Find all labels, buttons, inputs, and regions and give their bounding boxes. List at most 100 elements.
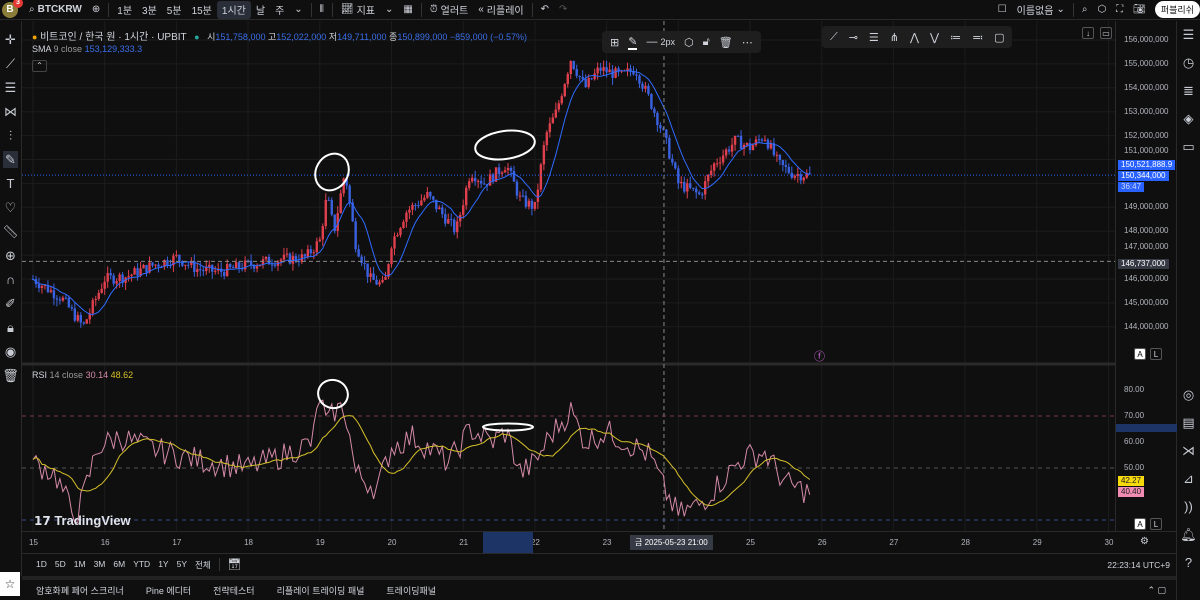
symbol-search[interactable]: ⌕ BTCKRW <box>24 1 87 19</box>
bottom-tab-0[interactable]: 암호화폐 페어 스크리너 <box>36 585 124 596</box>
auto-scale-button[interactable]: A <box>1134 348 1146 360</box>
heart-icon[interactable]: ♡ <box>4 200 17 215</box>
help-icon[interactable]: ? <box>1184 555 1193 570</box>
fib-extension-icon[interactable]: ≕ <box>972 31 984 44</box>
sma-legend[interactable]: SMA 9 close 153,129,333.3 <box>32 44 142 54</box>
fib-retracement-icon[interactable]: ≔ <box>950 31 962 44</box>
lock-drawing-icon[interactable]: ✐ <box>5 296 16 311</box>
replay-button[interactable]: «리플레이 <box>473 1 528 19</box>
xabcd-icon[interactable]: ⋀ <box>910 31 920 44</box>
goto-date-icon[interactable]: 📅︎ <box>218 558 242 571</box>
chart-canvas[interactable] <box>22 21 1176 531</box>
layout-name-dropdown[interactable]: 이름없음 ⌄ <box>1012 1 1070 19</box>
fib-icon[interactable]: ☰ <box>4 80 17 95</box>
settings-button[interactable]: ⬡ <box>1092 1 1111 19</box>
range-7[interactable]: 5Y <box>176 558 187 569</box>
redo-button[interactable]: ↷ <box>554 1 572 19</box>
range-0[interactable]: 1D <box>36 558 47 569</box>
forecast-icon[interactable]: ⫶ <box>8 128 13 143</box>
templates-button[interactable]: ▦ <box>398 1 417 19</box>
indicators-dropdown[interactable]: ⌄ <box>380 1 398 19</box>
pattern-icon[interactable]: ⋈ <box>4 104 17 119</box>
fullscreen-button[interactable]: ⛶ <box>1111 1 1128 19</box>
interval-2[interactable]: 5분 <box>166 6 182 17</box>
interval-1[interactable]: 3분 <box>142 6 157 17</box>
collapse-panel-icon[interactable]: ⌃ ▢ <box>1147 584 1166 595</box>
lock-icon[interactable]: 🔒︎ <box>7 320 14 335</box>
chart-type-button[interactable]: ⫴ <box>315 1 329 19</box>
range-4[interactable]: 6M <box>113 558 126 569</box>
bell-icon[interactable]: 🔔︎ <box>1180 527 1197 542</box>
interval-4[interactable]: 1시간 <box>216 0 251 19</box>
stats-icon[interactable]: ⊿ <box>1183 471 1194 486</box>
publish-button[interactable]: 퍼블리쉬 <box>1154 1 1200 18</box>
magnet-icon[interactable]: ∩ <box>5 272 16 287</box>
log-scale-button[interactable]: L <box>1150 348 1162 360</box>
ideas-icon[interactable]: ⋊ <box>1182 443 1195 458</box>
layout-button[interactable]: ☐ <box>993 1 1012 19</box>
abcd-icon[interactable]: ⋁ <box>930 31 940 44</box>
brush-icon[interactable]: ✎ <box>3 151 18 168</box>
bottom-tab-2[interactable]: 전략테스터 <box>213 585 255 596</box>
object-tree-icon[interactable]: ≣ <box>1183 83 1194 98</box>
target-icon[interactable]: ◎ <box>1182 387 1195 402</box>
rsi-log-scale-button[interactable]: L <box>1150 518 1162 530</box>
parallel-channel-icon[interactable]: ☰ <box>868 31 879 44</box>
bottom-tab-4[interactable]: 트레이딩패널 <box>386 585 437 596</box>
settings-icon[interactable]: ⬡ <box>684 36 694 49</box>
eye-icon[interactable]: ◉ <box>4 344 17 359</box>
range-1[interactable]: 5D <box>54 558 66 569</box>
chart-area[interactable]: ● 비트코인 / 한국 원 · 1시간 · UPBIT ● 시151,758,0… <box>22 21 1177 531</box>
pitchfork-icon[interactable]: ⋔ <box>889 31 900 44</box>
bottom-tab-1[interactable]: Pine 에디터 <box>145 585 192 596</box>
unlock-icon[interactable]: 🔓︎ <box>702 35 710 48</box>
rectangle-icon[interactable]: ▢ <box>994 31 1005 44</box>
calendar-icon[interactable]: ▤ <box>1182 415 1195 430</box>
range-5[interactable]: YTD <box>133 558 151 569</box>
line-width-button[interactable]: — 2px <box>646 36 676 48</box>
range-8[interactable]: 전체 <box>195 559 211 570</box>
range-2[interactable]: 1M <box>73 558 86 569</box>
interval-5[interactable]: 날 <box>255 6 266 17</box>
text-icon[interactable]: T <box>6 176 15 191</box>
bottom-tab-3[interactable]: 리플레이 트레이딩 패널 <box>276 585 365 596</box>
more-icon[interactable]: ⋯ <box>741 36 753 49</box>
maximize-pane-icon[interactable]: ▭ <box>1100 27 1112 39</box>
watchlist-icon[interactable]: ☰ <box>1182 27 1195 42</box>
zoom-icon[interactable]: ⊕ <box>5 248 16 263</box>
quick-search-button[interactable]: ⌕ <box>1077 1 1093 19</box>
scroll-down-icon[interactable]: ↓ <box>1082 27 1094 39</box>
range-6[interactable]: 1Y <box>158 558 169 569</box>
interval-6[interactable]: 주 <box>275 6 285 17</box>
rsi-auto-scale-button[interactable]: A <box>1134 518 1146 530</box>
price-axis[interactable]: 156,000,000 155,000,000 154,000,000 153,000… <box>1115 21 1177 531</box>
time-axis[interactable]: 30 29 28 27 26 25 23 22 21 20 19 18 17 16 15 금 2025-05… <box>22 531 1176 553</box>
pencil-color-icon[interactable]: ✎ <box>628 35 638 50</box>
snapshot-button[interactable]: 📷︎ <box>1128 1 1151 19</box>
signal-icon[interactable]: )) <box>1184 499 1193 514</box>
alarm-icon[interactable]: ◷ <box>1182 55 1195 70</box>
ruler-icon[interactable]: 📏︎ <box>2 224 19 239</box>
chat-icon[interactable]: ▭ <box>1182 139 1195 154</box>
indicators-button[interactable]: 📈︎ 지표 <box>336 1 380 19</box>
time-axis-settings-icon[interactable]: ⚙ <box>1140 536 1149 547</box>
undo-button[interactable]: ↶ <box>536 1 554 19</box>
flash-alert-icon[interactable]: ⓕ <box>814 351 825 363</box>
trend-line-icon[interactable]: ⟋ <box>830 30 838 43</box>
interval-3[interactable]: 15분 <box>191 6 212 17</box>
crosshair-icon[interactable]: ✛ <box>5 32 16 47</box>
trash-icon[interactable]: 🗑︎ <box>718 36 733 49</box>
interval-dropdown[interactable]: ⌄ <box>289 1 307 19</box>
watchlist-star-icon[interactable]: ☆ <box>0 572 20 596</box>
range-3[interactable]: 3M <box>93 558 106 569</box>
interval-0[interactable]: 1분 <box>117 6 133 17</box>
layers-icon[interactable]: ◈ <box>1183 111 1194 126</box>
compare-symbol-button[interactable]: ⊕ <box>87 1 105 19</box>
rsi-legend[interactable]: RSI 14 close 30.14 48.62 <box>32 370 133 380</box>
collapse-legend-button[interactable]: ⌃ <box>32 60 47 72</box>
alert-button[interactable]: ⏰︎ 얼러트 <box>425 1 473 19</box>
add-template-icon[interactable]: ⊞ <box>610 36 620 49</box>
clock[interactable]: 22:23:14 UTC+9 <box>1107 559 1170 570</box>
trash-icon[interactable]: 🗑︎ <box>2 368 19 383</box>
